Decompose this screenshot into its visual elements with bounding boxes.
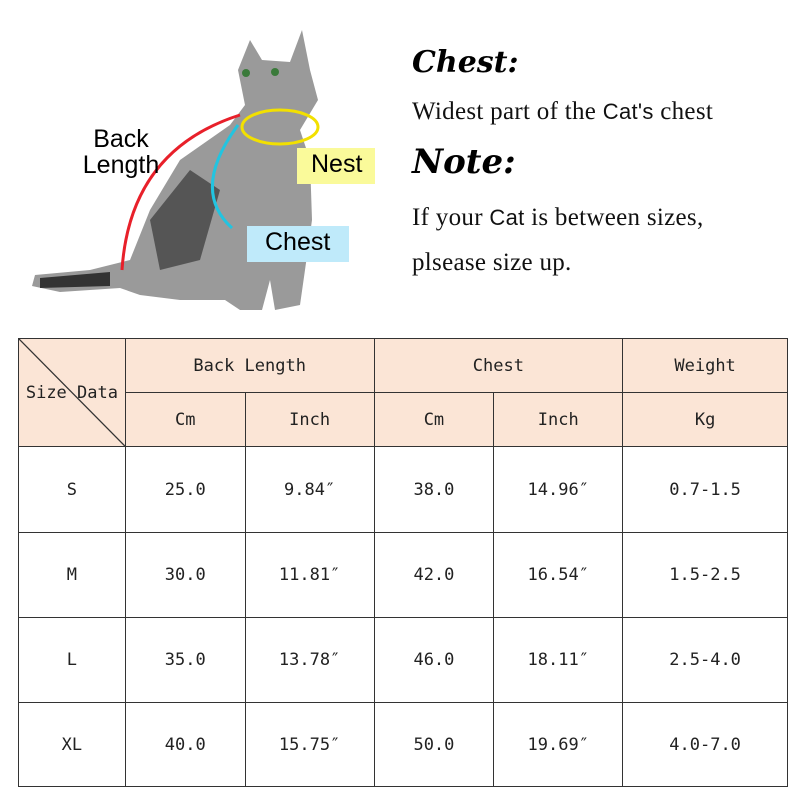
header-weight: Weight [622,338,788,393]
unit-header: Cm [124,392,246,447]
chest-title: Chest: [412,45,519,80]
cell: 40.0 [124,702,246,787]
cell: 13.78″ [244,617,375,703]
table-row: S 25.0 9.84″ 38.0 14.96″ 0.7-1.5 [18,446,788,533]
cat-illustration [32,30,320,310]
table-row: M 30.0 11.81″ 42.0 16.54″ 1.5-2.5 [18,532,788,618]
cell: 1.5-2.5 [622,532,788,618]
size-cell: L [18,617,126,703]
unit-header: Kg [622,392,788,447]
text: Cat [489,205,525,230]
cell: 15.75″ [244,702,375,787]
text: If your [412,204,490,231]
size-cell: S [18,446,126,533]
cell: 35.0 [124,617,246,703]
corner-size: Size [25,382,67,403]
unit-header: Inch [244,392,375,447]
cell: 2.5-4.0 [622,617,788,703]
cell: 14.96″ [493,446,624,533]
note-text: If your Cat is between sizes, [412,204,704,232]
unit-header: Cm [373,392,495,447]
note-title: Note: [412,142,516,182]
cell: 4.0-7.0 [622,702,788,787]
cell: 25.0 [124,446,246,533]
header-chest: Chest [373,338,624,393]
text: chest [653,98,714,125]
cell: 11.81″ [244,532,375,618]
cell: 0.7-1.5 [622,446,788,533]
text: is between sizes, [524,204,704,231]
cat-photo [32,30,318,310]
size-table: Size Data Back Length Chest Weight Cm In… [18,338,788,787]
cell: 46.0 [373,617,495,703]
back-length-line [120,113,241,271]
cell: 19.69″ [493,702,624,787]
cell: 9.84″ [244,446,375,533]
cell: 38.0 [373,446,495,533]
cell: 42.0 [373,532,495,618]
neck-label: Nest [297,148,375,184]
note-text-line2: plsease size up. [412,249,572,276]
corner-cell: Size Data [18,338,126,447]
cell: 18.11″ [493,617,624,703]
corner-data: Data [77,382,118,403]
unit-header: Inch [493,392,624,447]
text: Cat's [602,99,654,124]
back-length-label: Back Length [82,125,160,180]
cell: 50.0 [373,702,495,787]
table-row: L 35.0 13.78″ 46.0 18.11″ 2.5-4.0 [18,617,788,703]
chest-diagram-label: Chest [247,226,349,262]
table-row: XL 40.0 15.75″ 50.0 19.69″ 4.0-7.0 [18,702,788,787]
text: Widest part of the [412,98,603,125]
cell: 30.0 [124,532,246,618]
cell: 16.54″ [493,532,624,618]
chest-line [211,124,240,230]
neck-ring [240,108,320,146]
header-back-length: Back Length [124,338,375,393]
size-cell: M [18,532,126,618]
size-cell: XL [18,702,126,787]
chest-description: Widest part of the Cat's chest [412,98,713,126]
